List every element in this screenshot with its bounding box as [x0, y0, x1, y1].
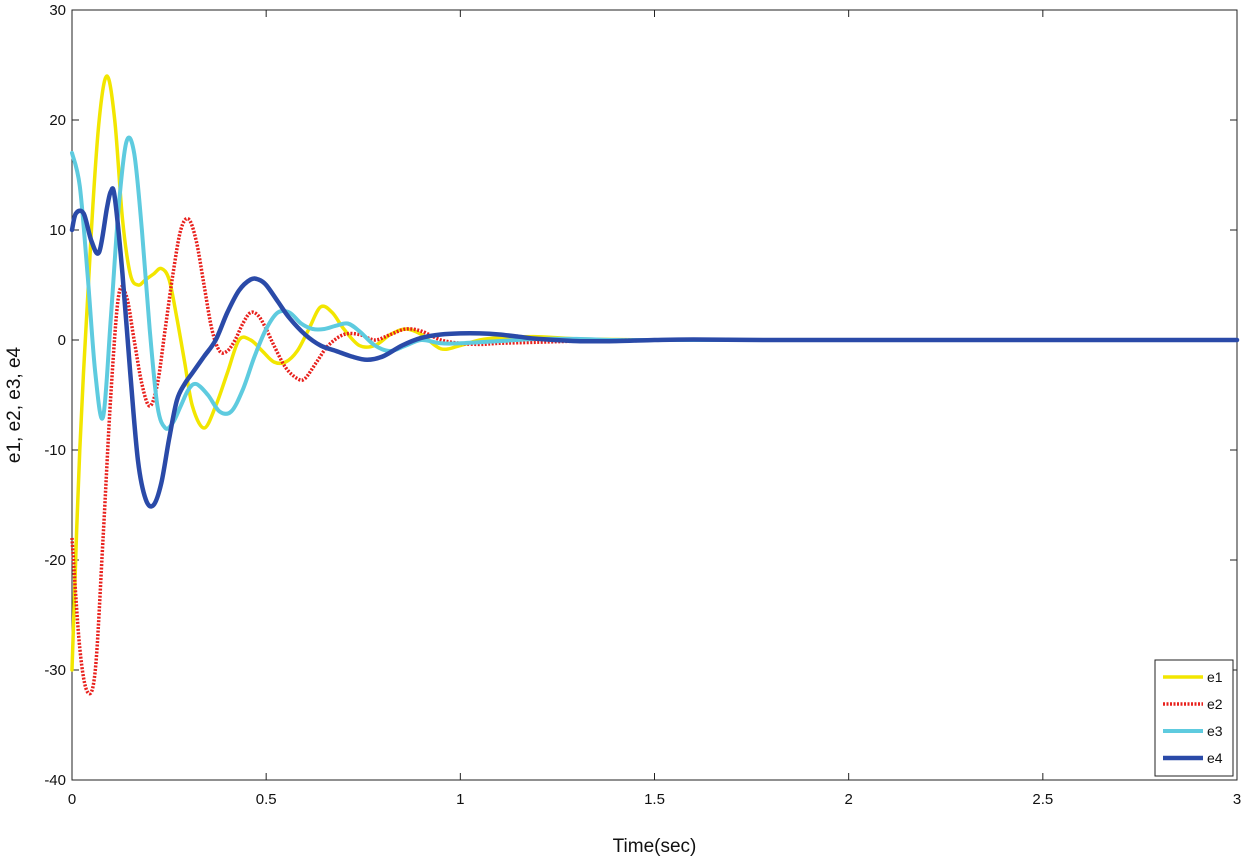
legend-label-e4: e4 [1207, 750, 1223, 766]
y-axis-label: e1, e2, e3, e4 [4, 346, 25, 463]
x-axis-label: Time(sec) [613, 836, 697, 857]
x-tick-label: 3 [1233, 791, 1241, 808]
x-tick-label: 0 [68, 791, 76, 808]
x-tick-label: 0.5 [256, 791, 277, 808]
y-tick-label: 30 [49, 2, 66, 19]
legend-label-e2: e2 [1207, 696, 1223, 712]
x-tick-label: 2 [844, 791, 852, 808]
x-tick-label: 2.5 [1032, 791, 1053, 808]
plot-area [71, 9, 1238, 781]
series-line-e4 [69, 186, 1240, 509]
y-tick-label: -40 [44, 772, 66, 789]
y-tick-label: 0 [58, 332, 66, 349]
y-tick-label: -20 [44, 552, 66, 569]
x-tick-label: 1.5 [644, 791, 665, 808]
series-line-e2 [70, 216, 1237, 696]
y-tick-label: 10 [49, 222, 66, 239]
series-lines [69, 74, 1240, 696]
y-tick-label: -30 [44, 662, 66, 679]
legend-label-e3: e3 [1207, 723, 1223, 739]
y-tick-label: 20 [49, 112, 66, 129]
y-tick-label: -10 [44, 442, 66, 459]
x-tick-label: 1 [456, 791, 464, 808]
legend-label-e1: e1 [1207, 669, 1223, 685]
axis-tick-labels: 0 0.5 1 1.5 2 2.5 3 -40 -30 -20 -10 0 10 20 30 [44, 2, 1241, 808]
legend: e1 e2 e3 e4 [1154, 659, 1234, 777]
